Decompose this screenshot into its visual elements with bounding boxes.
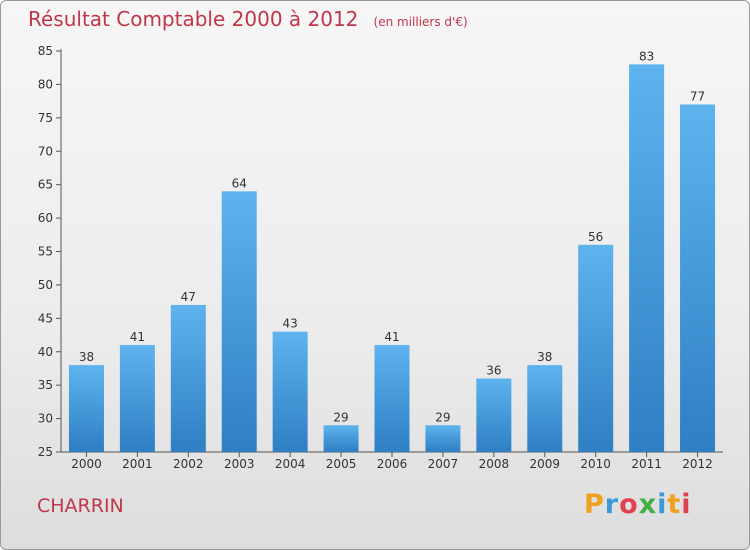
x-tick-label-2003: 2003 <box>224 457 255 471</box>
x-tick-label-2012: 2012 <box>682 457 713 471</box>
x-tick-label-2007: 2007 <box>428 457 459 471</box>
bar-2012 <box>680 104 716 452</box>
data-label-2005: 29 <box>333 410 348 424</box>
bar-2009 <box>527 365 563 452</box>
data-label-2009: 38 <box>537 350 552 364</box>
y-tick-label: 45 <box>38 311 53 325</box>
data-label-2004: 43 <box>283 317 298 331</box>
logo-letter: i <box>681 489 692 520</box>
logo-letter: t <box>667 489 682 520</box>
y-tick-label: 30 <box>38 412 53 426</box>
bar-2000 <box>68 365 104 452</box>
axes: 25 30 35 40 45 50 55 60 65 70 75 80 85 2000 2001 2002 20… <box>38 44 723 471</box>
bar-2006 <box>374 345 410 452</box>
x-tick-label-2008: 2008 <box>479 457 510 471</box>
data-label-2000: 38 <box>79 350 94 364</box>
x-tick-label-2006: 2006 <box>377 457 408 471</box>
data-label-2007: 29 <box>435 410 450 424</box>
bar-2007 <box>425 425 461 452</box>
y-tick-label: 35 <box>38 378 53 392</box>
x-tick-label-2011: 2011 <box>631 457 662 471</box>
data-label-2006: 41 <box>384 330 399 344</box>
data-labels: 38 41 47 64 43 29 41 29 36 38 56 83 77 <box>79 49 705 424</box>
bar-2002 <box>170 304 206 452</box>
y-tick-label: 60 <box>38 211 53 225</box>
data-label-2002: 47 <box>181 290 196 304</box>
logo-letter: i <box>657 489 668 520</box>
bars <box>68 64 716 452</box>
logo-letter: o <box>619 489 639 520</box>
proxiti-logo[interactable]: Proxiti <box>584 489 692 520</box>
y-tick-label: 50 <box>38 278 53 292</box>
x-tick-label-2005: 2005 <box>326 457 357 471</box>
bar-2011 <box>629 64 665 452</box>
bar-2001 <box>119 345 155 452</box>
y-tick-label: 40 <box>38 345 53 359</box>
logo-letter: r <box>604 489 620 520</box>
bar-2004 <box>272 331 308 452</box>
bar-2003 <box>221 191 257 452</box>
data-label-2003: 64 <box>232 176 247 190</box>
y-tick-label: 25 <box>38 445 53 459</box>
data-label-2012: 77 <box>690 89 705 103</box>
y-tick-label: 70 <box>38 144 53 158</box>
y-tick-label: 80 <box>38 77 53 91</box>
data-label-2008: 36 <box>486 363 501 377</box>
town-name: CHARRIN <box>37 495 124 517</box>
x-tick-label-2002: 2002 <box>173 457 204 471</box>
y-tick-label: 55 <box>38 245 53 259</box>
y-tick-label: 75 <box>38 111 53 125</box>
logo-letter: P <box>584 489 605 520</box>
x-tick-label-2009: 2009 <box>529 457 560 471</box>
data-label-2011: 83 <box>639 49 654 63</box>
bar-2010 <box>578 244 614 452</box>
x-tick-label-2004: 2004 <box>275 457 306 471</box>
chart-title: Résultat Comptable 2000 à 2012 (en milli… <box>28 7 468 31</box>
y-tick-label: 85 <box>38 44 53 58</box>
y-tick-label: 65 <box>38 178 53 192</box>
bar-2005 <box>323 425 359 452</box>
data-label-2010: 56 <box>588 230 603 244</box>
x-tick-label-2010: 2010 <box>580 457 611 471</box>
logo-letter: x <box>638 489 658 520</box>
chart-title-unit: (en milliers d'€) <box>373 15 468 29</box>
bar-2008 <box>476 378 512 452</box>
data-label-2001: 41 <box>130 330 145 344</box>
x-tick-label-2001: 2001 <box>122 457 153 471</box>
chart-title-main: Résultat Comptable 2000 à 2012 <box>28 7 359 31</box>
x-tick-label-2000: 2000 <box>71 457 102 471</box>
